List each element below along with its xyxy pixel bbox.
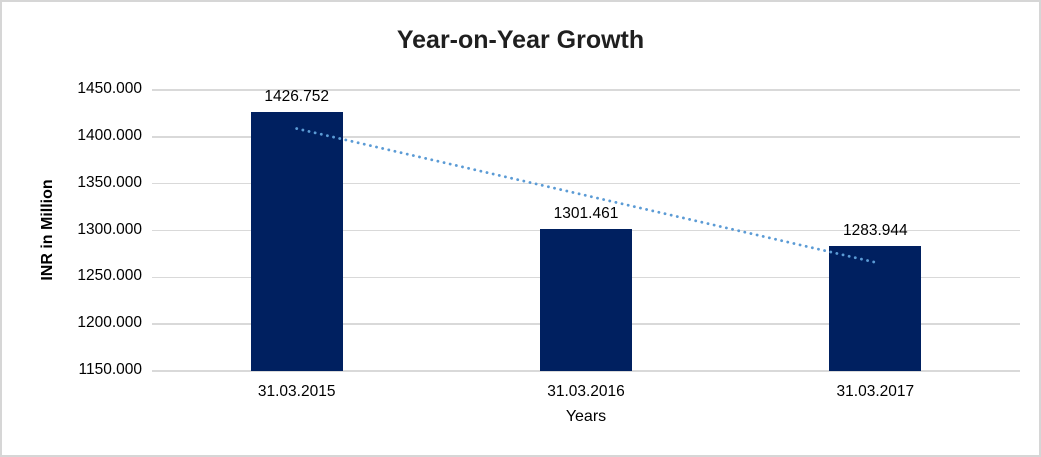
bar-value-label: 1283.944 [843, 221, 908, 239]
y-axis-tick-label: 1400.000 [77, 126, 142, 144]
plot-area [152, 89, 1020, 372]
x-axis-tick-label: 31.03.2016 [547, 383, 625, 400]
bar-31.03.2017 [829, 245, 922, 371]
gridline [152, 182, 1020, 185]
bar-value-label: 1301.461 [553, 205, 619, 223]
gridline [152, 89, 1020, 91]
y-axis-tick-label: 1300.000 [77, 220, 142, 238]
bar-31.03.2016 [540, 229, 632, 371]
gridline [152, 136, 1020, 138]
x-axis-tick-label: 31.03.2015 [257, 383, 336, 400]
bar-value-label: 1426.752 [264, 87, 329, 105]
gridline [152, 370, 1020, 372]
x-axis-tick-label: 31.03.2017 [836, 383, 915, 400]
y-axis-tick-label: 1200.000 [77, 314, 142, 332]
y-axis-tick-label: 1350.000 [77, 173, 142, 191]
y-axis-tick-label: 1450.000 [77, 80, 142, 97]
y-axis-tick-label: 1150.000 [78, 361, 143, 378]
y-axis-tick-label: 1250.000 [77, 267, 142, 285]
bar-31.03.2015 [250, 111, 343, 371]
x-axis-title: Years [565, 408, 607, 425]
trendline [295, 127, 877, 264]
chart-title: Year-on-Year Growth [396, 26, 645, 54]
